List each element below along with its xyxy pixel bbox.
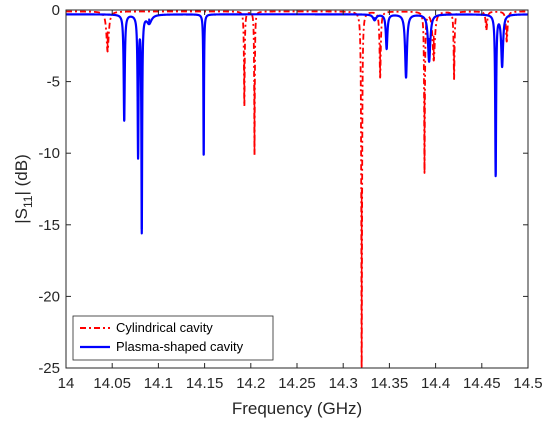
x-tick-label: 14.05: [93, 375, 131, 392]
y-axis-label-subscript: 11: [21, 195, 35, 208]
x-ticks: 14 14.05 14.1 14.15 14.2 14.25 14.3 14.35 14.4 14…: [58, 10, 543, 392]
x-tick-label: 14: [58, 375, 75, 392]
legend-box: [72, 315, 274, 361]
x-tick-label: 14.45: [463, 375, 501, 392]
legend-label-plasma: Plasma-shaped cavity: [116, 339, 244, 354]
legend: Cylindrical cavity Plasma-shaped cavity: [72, 315, 274, 361]
x-axis-label: Frequency (GHz): [232, 399, 362, 418]
y-tick-label: -10: [38, 145, 60, 162]
y-tick-label: -5: [47, 74, 60, 91]
x-tick-label: 14.25: [278, 375, 316, 392]
x-tick-label: 14.35: [371, 375, 409, 392]
x-tick-label: 14.4: [421, 375, 450, 392]
x-tick-label: 14.3: [329, 375, 358, 392]
y-tick-label: -20: [38, 288, 60, 305]
y-tick-label: -15: [38, 217, 60, 234]
legend-label-cylindrical: Cylindrical cavity: [116, 320, 213, 335]
plot-background: [66, 10, 528, 368]
y-tick-label: -25: [38, 360, 60, 377]
x-tick-label: 14.5: [513, 375, 542, 392]
y-axis-label: |S11| (dB): [12, 154, 35, 224]
y-ticks: 0 -5 -10 -15 -20 -25: [38, 2, 528, 377]
x-tick-label: 14.2: [236, 375, 265, 392]
x-tick-label: 14.1: [144, 375, 173, 392]
x-tick-label: 14.15: [186, 375, 224, 392]
y-tick-label: 0: [52, 2, 60, 19]
